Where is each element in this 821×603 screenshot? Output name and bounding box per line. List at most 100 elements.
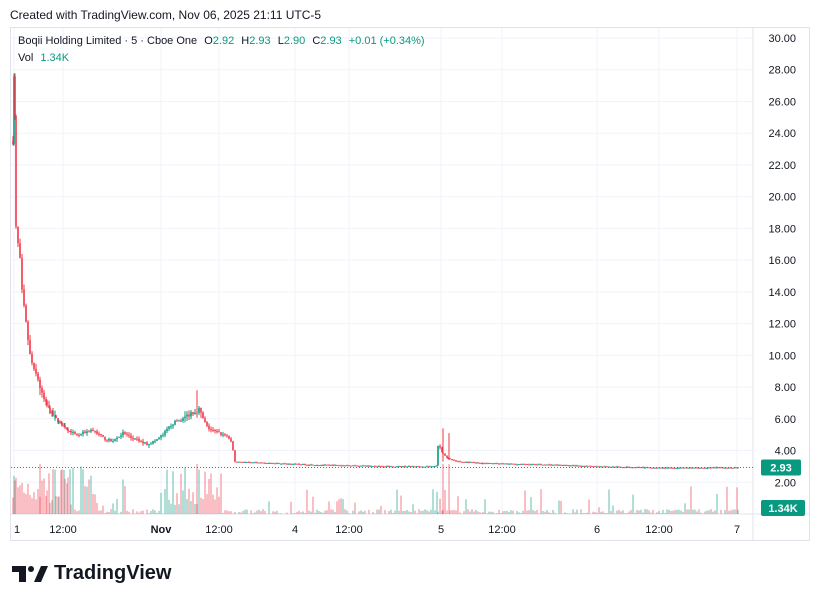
candle-body — [136, 438, 138, 440]
candle-body — [630, 467, 632, 469]
legend-low-label: L — [277, 35, 284, 47]
candle-body — [240, 461, 242, 463]
candle-body — [266, 463, 268, 465]
volume-label: 1.34K — [768, 503, 797, 515]
volume-bar — [624, 513, 626, 514]
candle-body — [432, 466, 434, 468]
candle-body — [414, 466, 416, 468]
candle-body — [256, 462, 258, 464]
volume-bar — [170, 503, 172, 514]
volume-bar — [278, 513, 280, 514]
volume-bar — [736, 487, 738, 514]
candle-body — [104, 436, 106, 440]
candle-body — [564, 464, 566, 466]
price-axis[interactable]: 30.00 28.00 26.00 24.00 22.00 20.00 18.00 16.00… — [768, 33, 796, 489]
volume-bar — [25, 494, 27, 514]
volume-bar — [516, 511, 518, 514]
candle-body — [128, 434, 130, 436]
volume-bar — [644, 509, 646, 514]
candle-body — [160, 435, 162, 438]
volume-bar — [477, 511, 479, 514]
volume-bar — [530, 497, 532, 514]
candle-body — [568, 465, 570, 467]
candle-body — [354, 465, 356, 467]
candle-body — [238, 461, 240, 463]
candle-body — [284, 463, 286, 465]
time-axis[interactable]: 1 12:00 Nov 12:00 4 12:00 5 12:00 6 12:00 7 — [14, 524, 740, 536]
candle-body — [678, 467, 680, 469]
volume-bar — [622, 510, 624, 514]
volume-bar — [604, 512, 606, 514]
candle-body — [412, 466, 414, 468]
volume-bar — [304, 512, 306, 514]
volume-bar — [692, 509, 694, 514]
volume-bar — [484, 499, 486, 514]
candle-body — [530, 464, 532, 466]
candle-body — [556, 464, 558, 466]
candle-body — [358, 465, 360, 467]
volume-bar — [704, 511, 706, 514]
x-tick-label: 7 — [734, 524, 740, 536]
volume-bar — [102, 505, 104, 514]
candle-body — [522, 463, 524, 465]
candle-body — [658, 467, 660, 469]
volume-bar — [352, 510, 354, 514]
volume-bar — [198, 469, 200, 514]
candle-body — [582, 466, 584, 468]
volume-bar — [230, 511, 232, 514]
volume-bar — [698, 509, 700, 514]
candle-body — [224, 434, 226, 436]
volume-bar — [676, 509, 678, 514]
volume-bar — [106, 511, 108, 514]
candle-body — [449, 458, 451, 460]
legend-symbol: Boqii Holding Limited · 5 · Cboe One — [18, 35, 198, 47]
tradingview-logo[interactable]: TradingView — [12, 562, 171, 585]
volume-bar — [364, 510, 366, 514]
volume-bar — [76, 511, 78, 514]
candle-body — [654, 467, 656, 469]
volume-bar — [390, 509, 392, 514]
candle-body — [684, 467, 686, 469]
volume-bar — [548, 512, 550, 514]
volume-bar — [636, 509, 638, 514]
legend-change: +0.01 (+0.34%) — [348, 35, 425, 47]
candle-body — [566, 464, 568, 466]
volume-bar — [536, 509, 538, 514]
candle-body — [586, 465, 588, 467]
candle-body — [396, 466, 398, 468]
volume-bar — [302, 511, 304, 514]
volume-bar — [274, 511, 276, 514]
candle-body — [274, 463, 276, 465]
volume-bar — [290, 501, 292, 514]
volume-bar — [436, 491, 438, 514]
volume-bar — [459, 512, 461, 514]
candle-body — [481, 463, 483, 465]
candle-body — [25, 305, 27, 322]
candle-body — [292, 464, 294, 466]
candle-body — [67, 429, 69, 432]
volume-bar — [652, 509, 654, 514]
candle-body — [520, 464, 522, 466]
volume-bar — [404, 510, 406, 514]
volume-bar — [88, 479, 90, 514]
volume-bar — [512, 510, 514, 514]
candle-body — [250, 462, 252, 464]
candle-body — [246, 461, 248, 463]
volume-bar — [674, 510, 676, 514]
volume-bar — [372, 512, 374, 514]
volume-bar — [560, 500, 562, 514]
volume-bar — [630, 509, 632, 514]
candle-body — [316, 465, 318, 467]
candle-body — [48, 405, 50, 408]
x-tick-label: 5 — [438, 524, 444, 536]
candle-body — [666, 467, 668, 469]
candlestick-chart[interactable]: 2.93 1.34K 30.00 28.00 26.00 24.00 22.00 20.00… — [11, 28, 809, 540]
candle-body — [310, 464, 312, 466]
volume-bar — [471, 509, 473, 514]
x-tick-label: 12:00 — [205, 524, 233, 536]
candle-body — [130, 435, 132, 438]
candle-body — [590, 465, 592, 467]
volume-bar — [434, 510, 436, 514]
volume-bar — [498, 509, 500, 514]
volume-bar — [258, 509, 260, 514]
